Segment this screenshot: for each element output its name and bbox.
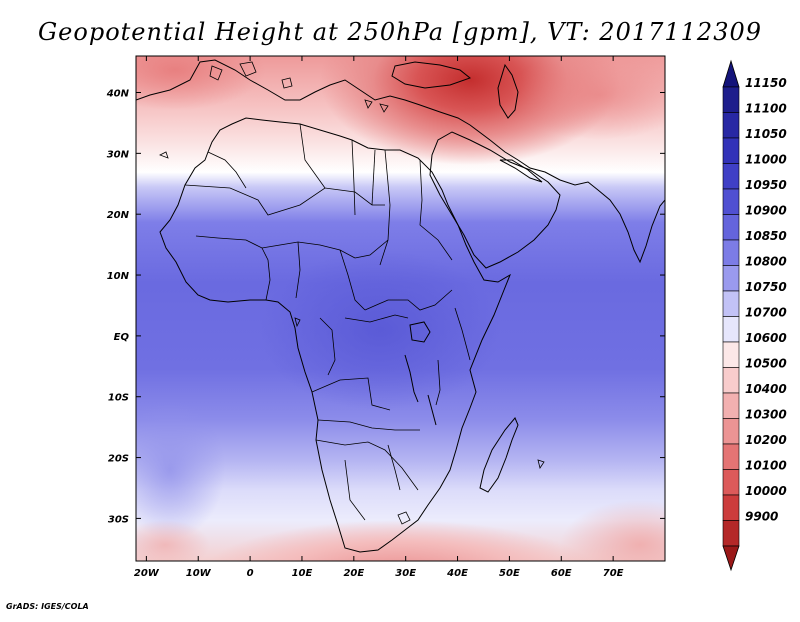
plot-frame xyxy=(135,55,666,562)
lon-tick-label: 30E xyxy=(395,568,416,579)
lon-tick-label: 50E xyxy=(499,568,520,579)
colorbar-swatch xyxy=(722,239,740,266)
colorbar-swatch xyxy=(722,520,740,547)
colorbar-swatch xyxy=(722,290,740,317)
colorbar-swatch xyxy=(722,443,740,470)
lon-tick-label: 70E xyxy=(603,568,624,579)
country-borders xyxy=(184,123,471,521)
caspian-outline xyxy=(497,63,519,119)
height-field xyxy=(136,56,665,561)
colorbar-label: 10400 xyxy=(745,382,787,396)
colorbar-swatch xyxy=(722,214,740,241)
lon-tick-label: 10W xyxy=(186,568,212,579)
colorbar-label: 10500 xyxy=(745,357,787,371)
lat-tick-label: 20S xyxy=(108,454,129,465)
lon-tick-label: 20E xyxy=(343,568,364,579)
lon-tick-label: 60E xyxy=(551,568,572,579)
lon-tick-label: 40E xyxy=(446,568,468,579)
persian-gulf xyxy=(499,159,543,183)
colorbar: 11150 11100 11050 11000 10950 10900 10850 10800… xyxy=(722,59,787,572)
lon-tick-label: 0 xyxy=(247,568,254,579)
lat-tick-label: 40N xyxy=(106,89,130,100)
colorbar-swatch xyxy=(722,341,740,368)
lake-tanganyika xyxy=(404,354,419,403)
colorbar-bottom-arrow xyxy=(722,545,740,572)
colorbar-swatch xyxy=(722,86,740,113)
lat-tick-label: 30N xyxy=(107,149,130,160)
colorbar-swatch xyxy=(722,137,740,164)
colorbar-label: 10200 xyxy=(745,433,787,447)
lat-tick-label: 10N xyxy=(107,271,130,282)
colorbar-label: 10300 xyxy=(745,408,787,422)
colorbar-swatch xyxy=(722,392,740,419)
grads-credit: GrADS: IGES/COLA xyxy=(6,602,89,611)
colorbar-swatch xyxy=(722,494,740,521)
lake-malawi xyxy=(427,394,437,426)
colorbar-label: 11100 xyxy=(745,102,787,116)
lon-tick-label: 10E xyxy=(292,568,313,579)
colorbar-swatch xyxy=(722,112,740,139)
colorbar-swatch xyxy=(722,316,740,343)
map-title: Geopotential Height at 250hPa [gpm], VT:… xyxy=(38,18,762,46)
lake-victoria xyxy=(409,321,431,343)
lat-tick-label: 10S xyxy=(108,393,129,404)
colorbar-label: 10950 xyxy=(745,178,787,192)
lat-tick-label: EQ xyxy=(114,332,130,343)
colorbar-label: 11050 xyxy=(745,127,787,141)
colorbar-label: 10600 xyxy=(745,331,787,345)
colorbar-label: 9900 xyxy=(745,510,778,524)
colorbar-label: 10900 xyxy=(745,204,787,218)
colorbar-label: 10850 xyxy=(745,229,787,243)
europe-asia-coast xyxy=(136,59,665,264)
colorbar-swatch xyxy=(722,469,740,496)
colorbar-label: 11000 xyxy=(745,153,787,167)
island-outlines xyxy=(159,61,545,525)
colorbar-label: 10800 xyxy=(745,255,787,269)
colorbar-swatch xyxy=(722,265,740,292)
black-sea-outline xyxy=(391,61,472,89)
colorbar-swatch xyxy=(722,188,740,215)
latitude-labels: 40N 30N 20N 10N EQ 10S 20S 30S xyxy=(106,89,130,526)
colorbar-label: 10000 xyxy=(745,484,787,498)
lon-tick-label: 20W xyxy=(134,568,160,579)
colorbar-label: 10700 xyxy=(745,306,787,320)
colorbar-swatch xyxy=(722,367,740,394)
colorbar-label: 10100 xyxy=(745,459,787,473)
colorbar-top-arrow xyxy=(722,59,740,88)
lat-tick-label: 20N xyxy=(107,210,130,221)
longitude-labels: 20W 10W 0 10E 20E 30E 40E 50E 60E 70E xyxy=(134,568,624,579)
colorbar-swatch xyxy=(722,163,740,190)
lat-tick-label: 30S xyxy=(108,514,129,525)
red-sea-arabia xyxy=(429,131,561,269)
madagascar-outline xyxy=(479,417,519,493)
colorbar-label: 11150 xyxy=(745,76,787,90)
axis-ticks xyxy=(136,56,665,561)
colorbar-label: 10750 xyxy=(745,280,787,294)
colorbar-swatch xyxy=(722,418,740,445)
